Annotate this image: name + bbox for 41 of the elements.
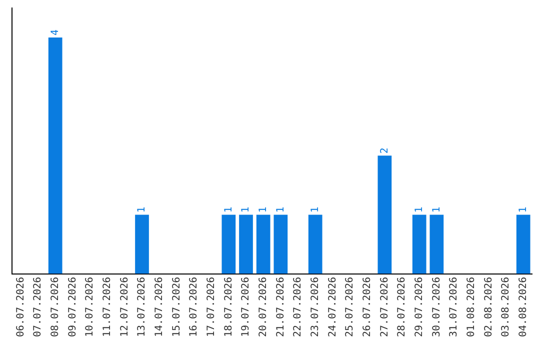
x-tick-label: 29.07.2026 bbox=[414, 276, 425, 338]
x-tick-label: 13.07.2026 bbox=[136, 276, 148, 338]
data-label: 1 bbox=[310, 206, 321, 213]
x-tick-label: 30.07.2026 bbox=[431, 276, 442, 338]
data-label: 1 bbox=[275, 206, 286, 213]
x-tick-label: 21.07.2026 bbox=[275, 276, 286, 338]
data-label: 1 bbox=[414, 206, 425, 213]
x-tick-label: 22.07.2026 bbox=[292, 276, 304, 338]
x-tick-label: 19.07.2026 bbox=[240, 276, 252, 338]
x-tick-label: 17.07.2026 bbox=[206, 276, 217, 338]
x-tick-label: 10.07.2026 bbox=[84, 276, 96, 338]
data-label: 1 bbox=[258, 206, 269, 213]
x-tick-label: 04.08.2026 bbox=[518, 276, 529, 338]
x-tick-label: 14.07.2026 bbox=[154, 276, 165, 338]
x-tick-label: 26.07.2026 bbox=[362, 276, 373, 338]
x-tick-label: 25.07.2026 bbox=[344, 276, 356, 338]
x-tick-label: 24.07.2026 bbox=[327, 276, 338, 338]
data-label: 1 bbox=[431, 206, 442, 213]
x-tick-label: 28.07.2026 bbox=[396, 276, 408, 338]
x-tick-label: 18.07.2026 bbox=[223, 276, 234, 338]
x-tick-label: 15.07.2026 bbox=[171, 276, 182, 338]
data-label: 2 bbox=[379, 148, 390, 154]
x-tick-label: 11.07.2026 bbox=[102, 276, 113, 338]
data-label: 1 bbox=[518, 206, 529, 213]
x-tick-label: 03.08.2026 bbox=[500, 276, 512, 338]
x-tick-label: 31.07.2026 bbox=[448, 276, 460, 338]
x-tick-label: 27.07.2026 bbox=[379, 276, 390, 338]
x-tick-label: 06.07.2026 bbox=[15, 276, 26, 338]
x-tick-label: 23.07.2026 bbox=[310, 276, 321, 338]
x-tick-label: 01.08.2026 bbox=[466, 276, 477, 338]
x-tick-label: 02.08.2026 bbox=[483, 276, 494, 338]
x-tick-label: 09.07.2026 bbox=[67, 276, 78, 338]
x-tick-label: 12.07.2026 bbox=[119, 276, 130, 338]
x-tick-label: 16.07.2026 bbox=[188, 276, 200, 338]
data-label: 4 bbox=[50, 30, 61, 36]
data-label: 1 bbox=[223, 206, 234, 213]
x-tick-label: 07.07.2026 bbox=[32, 276, 44, 338]
data-label: 1 bbox=[240, 206, 252, 213]
x-tick-label: 08.07.2026 bbox=[50, 276, 61, 338]
x-tick-label: 20.07.2026 bbox=[258, 276, 269, 338]
data-label: 1 bbox=[136, 206, 148, 213]
